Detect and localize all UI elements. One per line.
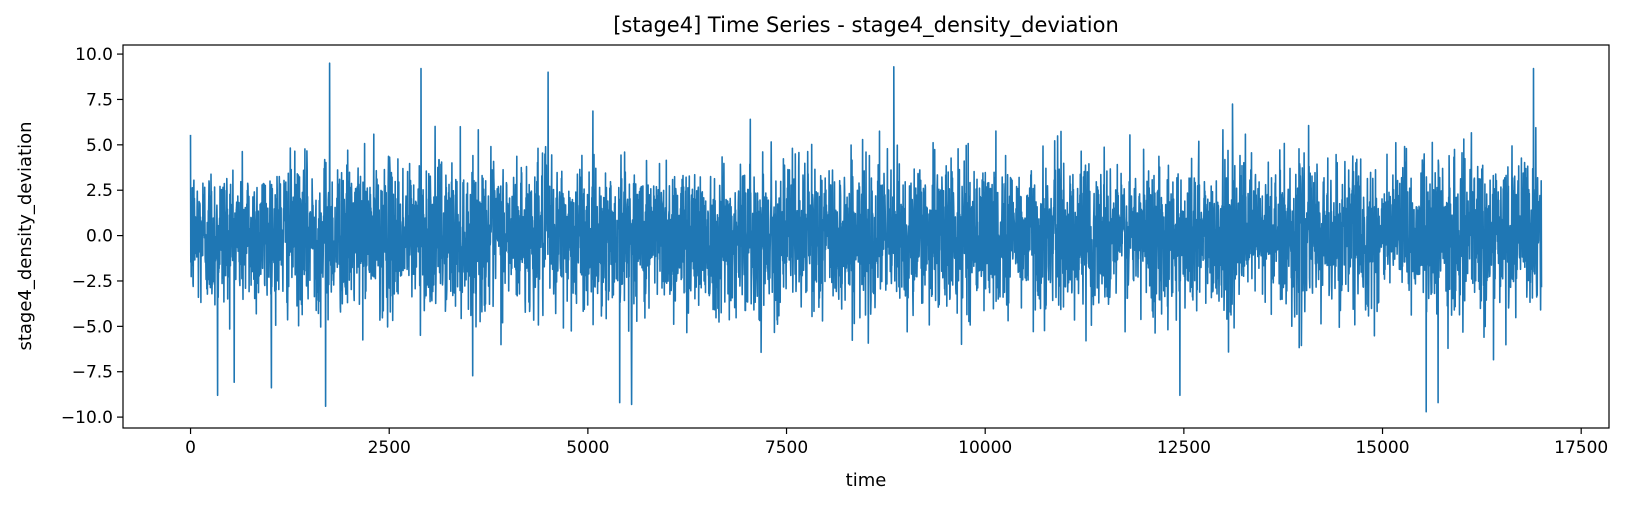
y-tick-label: 7.5 bbox=[86, 90, 113, 110]
x-tick-label: 7500 bbox=[765, 438, 808, 458]
y-tick-label: −2.5 bbox=[72, 272, 113, 292]
series-line bbox=[189, 62, 1543, 413]
y-axis: −10.0 −7.5 −5.0 −2.5 0.0 2.5 5.0 7.5 10.0 bbox=[61, 45, 123, 428]
x-tick-label: 12500 bbox=[1157, 438, 1211, 458]
x-tick-label: 17500 bbox=[1554, 438, 1608, 458]
x-axis-label: time bbox=[846, 470, 887, 491]
y-tick-label: −7.5 bbox=[72, 363, 113, 383]
plot-area bbox=[122, 44, 1610, 429]
x-tick-label: 10000 bbox=[958, 438, 1012, 458]
y-tick-label: −10.0 bbox=[61, 408, 113, 428]
series-layer bbox=[189, 62, 1543, 413]
x-tick-label: 15000 bbox=[1355, 438, 1409, 458]
y-tick-label: 0.0 bbox=[86, 227, 113, 247]
y-tick-label: 10.0 bbox=[75, 45, 113, 65]
x-tick-label: 0 bbox=[185, 438, 196, 458]
y-tick-label: −5.0 bbox=[72, 317, 113, 337]
chart-title: [stage4] Time Series - stage4_density_de… bbox=[613, 13, 1119, 38]
x-tick-label: 5000 bbox=[566, 438, 609, 458]
y-tick-label: 5.0 bbox=[86, 136, 113, 156]
x-tick-label: 2500 bbox=[368, 438, 411, 458]
y-tick-label: 2.5 bbox=[86, 181, 113, 201]
x-axis: 0 2500 5000 7500 10000 12500 15000 17500 bbox=[185, 428, 1608, 458]
plot-frame bbox=[122, 44, 1610, 429]
y-axis-label: stage4_density_deviation bbox=[15, 121, 36, 350]
